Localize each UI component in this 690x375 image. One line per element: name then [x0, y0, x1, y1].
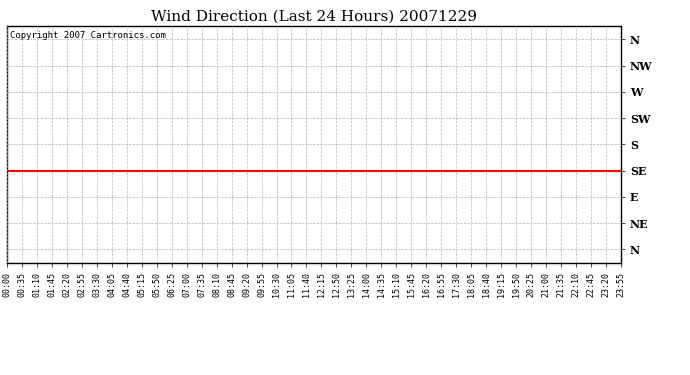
Text: Copyright 2007 Cartronics.com: Copyright 2007 Cartronics.com [10, 31, 166, 40]
Title: Wind Direction (Last 24 Hours) 20071229: Wind Direction (Last 24 Hours) 20071229 [151, 10, 477, 24]
